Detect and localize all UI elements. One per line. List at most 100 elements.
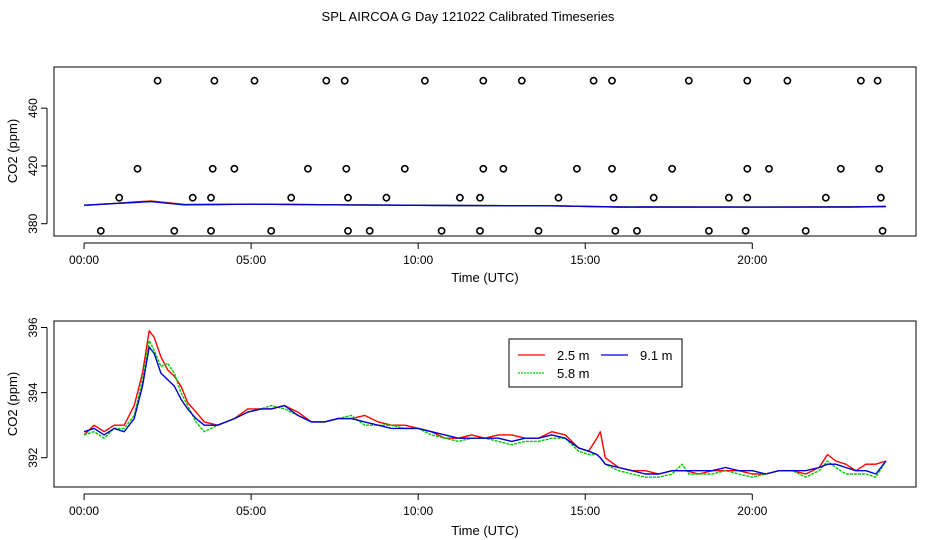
calibration-point (170, 226, 179, 235)
calibration-point (589, 76, 598, 85)
bottom-panel: 00:00 05:00 10:00 15:00 20:00 392 394 396 Time… (5, 317, 917, 538)
y-tick-label: 396 (26, 317, 40, 337)
top-panel: 00:00 05:00 10:00 15:00 20:00 380 420 460 Time… (5, 66, 917, 285)
calibration-point (684, 76, 693, 85)
calibration-point (267, 226, 276, 235)
calibration-point (857, 76, 865, 85)
legend-label-5-8m: 5.8 m (557, 366, 590, 381)
y-tick-label: 420 (26, 156, 40, 176)
calibration-point (743, 164, 752, 173)
calibration-point (342, 164, 351, 173)
calibration-point (649, 193, 658, 202)
calibration-point (230, 164, 239, 173)
calibration-point (743, 193, 752, 202)
y-tick-label: 380 (26, 213, 40, 233)
calibration-point (420, 76, 429, 85)
calibration-point (340, 76, 349, 85)
calibration-point (725, 193, 733, 202)
calibration-point (608, 76, 616, 85)
x-tick-label: 00:00 (69, 504, 99, 518)
calibration-point (133, 164, 142, 173)
bottom-x-axis: 00:00 05:00 10:00 15:00 20:00 (69, 493, 768, 518)
calibration-point (476, 226, 484, 235)
calibration-point (877, 193, 885, 202)
calibration-point (611, 226, 620, 235)
series-line-2-5m (83, 330, 887, 475)
series-line-9-1m (83, 346, 887, 475)
x-tick-label: 05:00 (236, 253, 266, 267)
top-plot-frame (53, 66, 917, 237)
calibration-point (801, 226, 810, 235)
calibration-point (479, 164, 488, 173)
calibration-point (250, 76, 259, 85)
calibration-point (207, 226, 215, 235)
bottom-series-lines (83, 330, 887, 478)
series-line-9-1m (84, 200, 886, 208)
calibration-point (210, 76, 219, 85)
bottom-y-axis-label: CO2 (ppm) (5, 372, 20, 436)
calibration-point (875, 164, 884, 173)
y-tick-label: 460 (26, 98, 40, 118)
y-tick-label: 392 (26, 447, 40, 467)
x-tick-label: 10:00 (403, 504, 433, 518)
bottom-y-axis: 392 394 396 (26, 317, 48, 468)
calibration-point (743, 76, 752, 85)
calibration-point (153, 76, 162, 85)
calibration-point (878, 226, 887, 235)
calibration-point (534, 226, 543, 235)
calibration-point (873, 76, 882, 85)
bottom-plot-frame (53, 320, 917, 488)
calibration-point (455, 193, 464, 202)
x-tick-label: 15:00 (570, 504, 600, 518)
calibration-point (633, 226, 641, 235)
calibration-point (609, 193, 618, 202)
legend: 2.5 m 5.8 m 9.1 m (508, 338, 683, 388)
calibration-point (382, 193, 391, 202)
legend-box (508, 338, 683, 388)
x-tick-label: 20:00 (737, 253, 767, 267)
calibration-point (115, 193, 124, 202)
calibration-point (208, 164, 217, 173)
calibration-point (668, 164, 676, 173)
x-tick-label: 20:00 (737, 504, 767, 518)
legend-label-9-1m: 9.1 m (640, 348, 673, 363)
calibration-point (322, 76, 331, 85)
calibration-point (437, 226, 446, 235)
calibration-point (499, 164, 508, 173)
y-tick-label: 394 (26, 382, 40, 402)
calibration-point (608, 164, 616, 173)
x-tick-label: 05:00 (236, 504, 266, 518)
chart-title: SPL AIRCOA G Day 121022 Calibrated Times… (322, 9, 615, 24)
calibration-point (476, 193, 484, 202)
top-series-lines (84, 200, 886, 208)
calibration-point (479, 76, 488, 85)
top-x-axis-label: Time (UTC) (451, 270, 518, 285)
calibration-point (365, 226, 374, 235)
series-line-5-8m (83, 339, 887, 478)
calibration-point (207, 193, 215, 202)
top-calibration-points (96, 76, 887, 235)
calibration-point (765, 164, 773, 173)
calibration-point (188, 193, 197, 202)
calibration-point (836, 164, 845, 173)
x-tick-label: 00:00 (69, 253, 99, 267)
top-y-axis: 380 420 460 (26, 98, 48, 234)
calibration-point (96, 226, 105, 235)
bottom-x-axis-label: Time (UTC) (451, 523, 518, 538)
calibration-point (400, 164, 409, 173)
calibration-point (705, 226, 713, 235)
x-tick-label: 10:00 (403, 253, 433, 267)
legend-label-2-5m: 2.5 m (557, 348, 590, 363)
calibration-point (554, 193, 563, 202)
calibration-point (344, 193, 352, 202)
calibration-point (303, 164, 312, 173)
calibration-point (741, 226, 750, 235)
x-tick-label: 15:00 (570, 253, 600, 267)
top-y-axis-label: CO2 (ppm) (5, 119, 20, 183)
top-x-axis: 00:00 05:00 10:00 15:00 20:00 (69, 242, 768, 267)
calibration-point (344, 226, 352, 235)
calibration-point (821, 193, 830, 202)
calibration-point (517, 76, 526, 85)
calibration-point (287, 193, 296, 202)
